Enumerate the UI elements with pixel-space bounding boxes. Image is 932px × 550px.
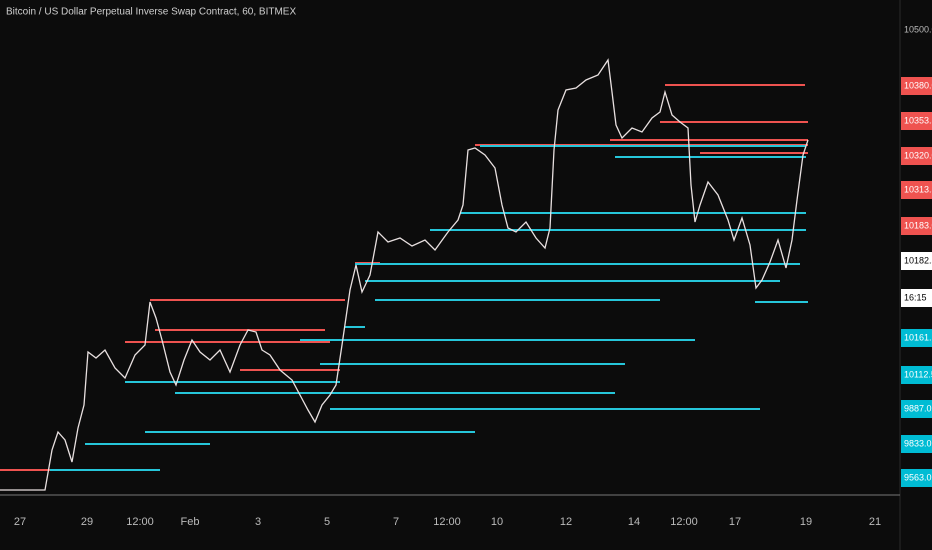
price-label-box bbox=[901, 77, 932, 95]
time-label: 5 bbox=[324, 516, 330, 528]
time-label: 12:00 bbox=[126, 516, 154, 528]
time-label: 12:00 bbox=[670, 516, 698, 528]
time-label: 21 bbox=[869, 516, 881, 528]
time-label: 14 bbox=[628, 516, 640, 528]
price-label: 9887.0 bbox=[904, 403, 932, 413]
price-label: 16:15 bbox=[904, 292, 927, 302]
time-label: 7 bbox=[393, 516, 399, 528]
price-label-box bbox=[901, 329, 932, 347]
time-label: 17 bbox=[729, 516, 741, 528]
time-label: 12 bbox=[560, 516, 572, 528]
price-label-box bbox=[901, 469, 932, 487]
price-label: 10380.0 bbox=[904, 80, 932, 90]
price-label: 10320.0 bbox=[904, 150, 932, 160]
levels bbox=[0, 84, 808, 471]
price-label-box bbox=[901, 366, 932, 384]
price-label: 10183.0 bbox=[904, 220, 932, 230]
time-label: 19 bbox=[800, 516, 812, 528]
price-label: 9563.0 bbox=[904, 472, 932, 482]
price-label-box bbox=[901, 147, 932, 165]
price-label: 10161.5 bbox=[904, 332, 932, 342]
price-label: 10112.5 bbox=[904, 369, 932, 379]
price-label-box bbox=[901, 252, 932, 270]
price-label-box bbox=[901, 435, 932, 453]
price-label: 10313.5 bbox=[904, 184, 932, 194]
price-label: 9833.0 bbox=[904, 438, 932, 448]
price-label: 10182.5 bbox=[904, 255, 932, 265]
time-label: Feb bbox=[181, 516, 200, 528]
time-label: 10 bbox=[491, 516, 503, 528]
time-label: 12:00 bbox=[433, 516, 461, 528]
price-label-box bbox=[901, 289, 932, 307]
price-label-box bbox=[901, 217, 932, 235]
price-label-box bbox=[901, 400, 932, 418]
price-line bbox=[0, 58, 809, 491]
price-label-box bbox=[901, 181, 932, 199]
price-label-box bbox=[901, 112, 932, 130]
price-label: 10353.5 bbox=[904, 115, 932, 125]
time-label: 3 bbox=[255, 516, 261, 528]
chart-title: Bitcoin / US Dollar Perpetual Inverse Sw… bbox=[6, 7, 296, 18]
price-label: 10500.0 bbox=[904, 24, 932, 34]
time-label: 27 bbox=[14, 516, 26, 528]
time-label: 29 bbox=[81, 516, 93, 528]
